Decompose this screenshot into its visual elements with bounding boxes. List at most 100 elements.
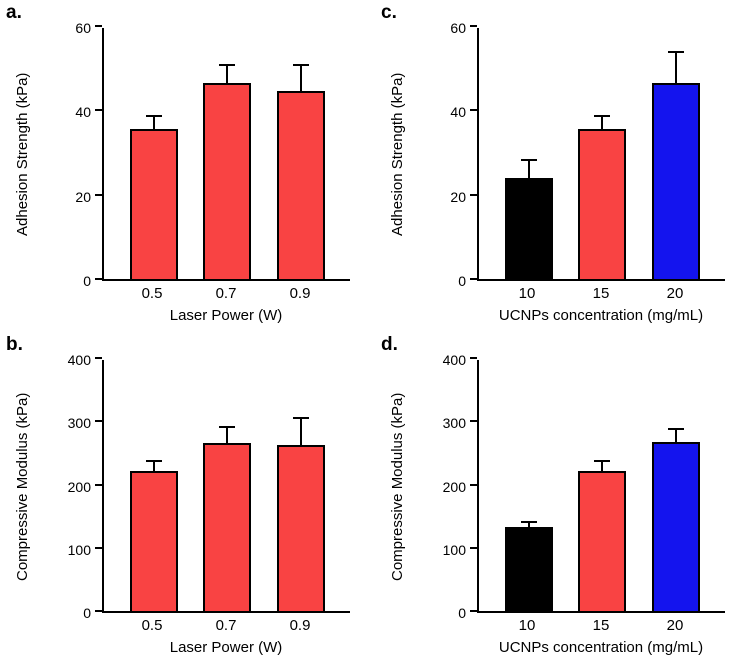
plot-area bbox=[95, 357, 350, 613]
error-bar bbox=[667, 51, 684, 85]
x-tick-label: 20 bbox=[666, 617, 684, 634]
error-bar-stem bbox=[152, 114, 155, 132]
y-tick-mark bbox=[95, 109, 102, 112]
y-tick-mark bbox=[95, 278, 102, 280]
y-axis-label: Compressive Modulus (kPa) bbox=[389, 392, 406, 581]
error-bar-stem bbox=[601, 460, 603, 473]
bar bbox=[203, 63, 251, 279]
y-tick-mark bbox=[470, 357, 477, 359]
y-tick-mark bbox=[470, 610, 477, 612]
x-axis-label: UCNPs concentration (mg/mL) bbox=[498, 307, 704, 324]
y-tick-mark bbox=[470, 546, 477, 549]
panel-b: b. Compressive Modulus (kPa) 0 100 200 300 4… bbox=[0, 332, 375, 664]
y-tick-label: 300 bbox=[67, 415, 91, 432]
y-tick-label: 20 bbox=[75, 188, 91, 205]
error-bar-stem bbox=[527, 158, 530, 180]
error-bar bbox=[520, 520, 537, 529]
y-tick-mark bbox=[470, 483, 477, 486]
error-bar bbox=[145, 114, 162, 132]
x-tick-label: 0.5 bbox=[141, 285, 163, 302]
y-tick-mark bbox=[470, 25, 477, 27]
bar bbox=[578, 460, 626, 611]
x-axis-tick-labels: 0.5 0.7 0.9 bbox=[102, 285, 350, 302]
bar bbox=[129, 460, 178, 611]
y-tick-label: 60 bbox=[450, 20, 466, 36]
panel-label-a: a. bbox=[6, 2, 22, 23]
bars bbox=[479, 28, 725, 279]
y-tick-label: 100 bbox=[442, 541, 466, 558]
error-bar bbox=[594, 460, 610, 473]
x-tick-label: 10 bbox=[518, 617, 536, 634]
x-axis-tick-labels: 10 15 20 bbox=[477, 285, 725, 302]
bars bbox=[479, 360, 725, 611]
bar bbox=[651, 51, 700, 279]
y-tick-label: 40 bbox=[75, 104, 91, 121]
error-bar-stem bbox=[152, 460, 155, 473]
y-tick-label: 300 bbox=[442, 415, 466, 432]
y-axis-tick-labels: 0 100 200 300 400 bbox=[433, 352, 466, 621]
x-tick-label: 20 bbox=[666, 285, 684, 302]
error-bar bbox=[667, 427, 684, 444]
x-axis-label: UCNPs concentration (mg/mL) bbox=[498, 639, 704, 656]
plot-area bbox=[470, 25, 725, 281]
y-tick-label: 20 bbox=[450, 188, 466, 205]
error-bar bbox=[594, 114, 610, 132]
error-bar bbox=[219, 425, 235, 446]
x-axis-tick-labels: 0.5 0.7 0.9 bbox=[102, 617, 350, 634]
plot-area bbox=[470, 357, 725, 613]
y-tick-label: 0 bbox=[458, 273, 466, 289]
y-axis-tick-labels: 0 20 40 60 bbox=[433, 20, 466, 289]
bar bbox=[504, 158, 553, 279]
y-tick-mark bbox=[470, 109, 477, 112]
y-tick-mark bbox=[95, 25, 102, 27]
y-tick-label: 400 bbox=[442, 352, 466, 368]
y-tick-mark bbox=[95, 193, 102, 196]
bar bbox=[504, 520, 553, 611]
y-axis-label: Compressive Modulus (kPa) bbox=[14, 392, 31, 581]
panel-c: c. Adhesion Strength (kPa) 0 20 40 60 10 15 2… bbox=[375, 0, 750, 332]
y-tick-mark bbox=[470, 193, 477, 196]
panel-label-c: c. bbox=[381, 2, 397, 23]
y-tick-mark bbox=[95, 483, 102, 486]
error-bar-stem bbox=[674, 51, 677, 85]
error-bar-stem bbox=[601, 114, 603, 132]
error-bar bbox=[145, 460, 162, 473]
error-bar bbox=[520, 158, 537, 180]
error-bar-stem bbox=[226, 425, 228, 446]
bars bbox=[104, 28, 350, 279]
bar bbox=[276, 416, 325, 611]
y-tick-mark bbox=[95, 546, 102, 549]
error-bar bbox=[292, 416, 309, 447]
panel-d: d. Compressive Modulus (kPa) 0 100 200 300 4… bbox=[375, 332, 750, 664]
y-tick-mark bbox=[95, 420, 102, 423]
y-axis-label: Adhesion Strength (kPa) bbox=[14, 72, 31, 237]
y-axis-tick-labels: 0 20 40 60 bbox=[58, 20, 91, 289]
x-axis-tick-labels: 10 15 20 bbox=[477, 617, 725, 634]
y-tick-label: 100 bbox=[67, 541, 91, 558]
x-tick-label: 0.7 bbox=[215, 617, 237, 634]
x-tick-label: 0.7 bbox=[215, 285, 237, 302]
error-bar bbox=[292, 63, 309, 94]
bar-chart-modulus-ucnps: Compressive Modulus (kPa) 0 100 200 300 400 … bbox=[375, 332, 750, 664]
error-bar bbox=[219, 63, 235, 85]
y-axis-tick-labels: 0 100 200 300 400 bbox=[58, 352, 91, 621]
y-tick-label: 0 bbox=[83, 605, 91, 621]
panel-label-b: b. bbox=[6, 334, 23, 355]
bars bbox=[104, 360, 350, 611]
y-axis-label: Adhesion Strength (kPa) bbox=[389, 72, 406, 237]
x-tick-label: 0.9 bbox=[289, 285, 311, 302]
error-bar-stem bbox=[674, 427, 677, 444]
y-tick-label: 200 bbox=[67, 478, 91, 495]
bar-chart-adhesion-laser: Adhesion Strength (kPa) 0 20 40 60 0.5 0.7 0.… bbox=[0, 0, 375, 332]
plot-area bbox=[95, 25, 350, 281]
bar-chart-modulus-laser: Compressive Modulus (kPa) 0 100 200 300 400 … bbox=[0, 332, 375, 664]
y-tick-mark bbox=[95, 610, 102, 612]
bar-chart-adhesion-ucnps: Adhesion Strength (kPa) 0 20 40 60 10 15 20 U… bbox=[375, 0, 750, 332]
y-tick-label: 60 bbox=[75, 20, 91, 36]
error-bar-stem bbox=[299, 63, 302, 94]
y-tick-label: 200 bbox=[442, 478, 466, 495]
y-tick-mark bbox=[470, 278, 477, 280]
bar bbox=[578, 114, 626, 279]
y-tick-mark bbox=[95, 357, 102, 359]
